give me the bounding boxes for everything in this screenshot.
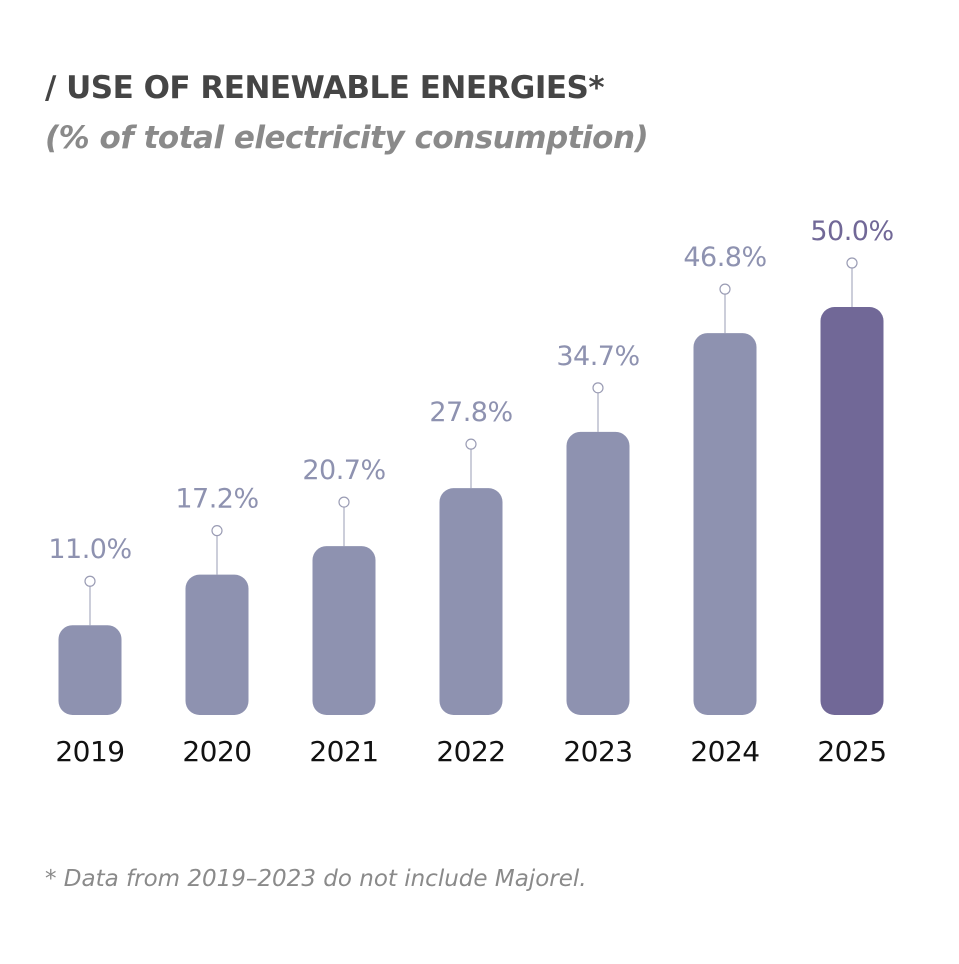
bar-group-2023: 34.7% 2023: [556, 341, 640, 768]
category-label-2023: 2023: [563, 735, 632, 768]
chart-subtitle: (% of total electricity consumption): [45, 120, 649, 156]
bar-group-2022: 27.8% 2022: [429, 397, 513, 768]
value-label-2022: 27.8%: [429, 397, 512, 428]
bar-group-2024: 46.8% 2024: [683, 242, 767, 768]
bar-2021: [312, 546, 376, 715]
category-label-2021: 2021: [309, 735, 378, 768]
value-marker-2021: [338, 496, 350, 508]
bar-2020: [185, 574, 249, 715]
value-label-2020: 17.2%: [175, 484, 258, 515]
bar-group-2021: 20.7% 2021: [302, 455, 386, 768]
bar-group-2020: 17.2% 2020: [175, 484, 259, 768]
value-marker-2023: [592, 382, 604, 394]
value-label-2021: 20.7%: [302, 455, 385, 486]
category-label-2020: 2020: [182, 735, 251, 768]
value-marker-2019: [84, 575, 96, 587]
category-label-2022: 2022: [436, 735, 505, 768]
bar-2022: [439, 488, 503, 715]
chart-title: / USE OF RENEWABLE ENERGIES*: [45, 70, 605, 106]
value-marker-2024: [719, 283, 731, 295]
category-label-2019: 2019: [55, 735, 124, 768]
bar-2019: [58, 625, 122, 715]
bar-2023: [566, 431, 630, 715]
bar-group-2025: 50.0% 2025: [810, 216, 894, 768]
value-marker-2022: [465, 438, 477, 450]
value-label-2025: 50.0%: [810, 216, 893, 247]
bar-group-2019: 11.0% 2019: [48, 534, 132, 768]
chart-footnote: * Data from 2019–2023 do not include Maj…: [45, 866, 587, 892]
value-label-2019: 11.0%: [48, 534, 131, 565]
value-marker-2020: [211, 525, 223, 537]
category-label-2025: 2025: [817, 735, 886, 768]
value-label-2024: 46.8%: [683, 242, 766, 273]
category-label-2024: 2024: [690, 735, 759, 768]
bar-2025: [820, 307, 884, 715]
bar-2024: [693, 333, 757, 715]
value-marker-2025: [846, 257, 858, 269]
value-label-2023: 34.7%: [556, 341, 639, 372]
